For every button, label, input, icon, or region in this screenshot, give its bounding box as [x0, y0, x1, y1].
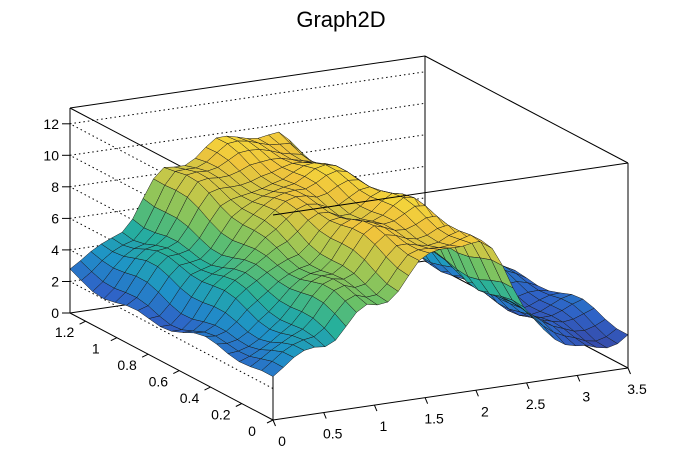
- z-tick-label: 4: [51, 242, 59, 258]
- x-tick-label: 3.5: [627, 381, 647, 397]
- z-gridline: [69, 134, 426, 188]
- y-tick-mark: [79, 320, 86, 325]
- box-edge: [69, 55, 426, 109]
- z-tick-label: 12: [43, 116, 59, 132]
- z-tick-label: 6: [51, 210, 59, 226]
- x-tick-label: 3: [582, 388, 590, 404]
- x-tick-label: 2: [481, 403, 489, 419]
- x-tick-label: 1: [380, 418, 388, 434]
- x-tick-mark: [627, 367, 631, 375]
- x-axis: 0 0.5 1 1.5 2 2.5 3 3.5: [272, 367, 647, 449]
- y-tick-label: 0.8: [117, 357, 137, 373]
- z-gridline: [69, 71, 426, 125]
- y-tick-label: 1.2: [55, 324, 75, 340]
- z-gridline: [69, 165, 426, 219]
- x-tick-label: 2.5: [526, 396, 546, 412]
- z-axis: 0 2 4 6 8 10 12: [43, 116, 70, 321]
- y-tick-mark: [141, 353, 149, 358]
- x-tick-mark: [373, 404, 378, 412]
- surface-cell: [605, 328, 629, 345]
- y-tick-mark: [235, 403, 243, 407]
- x-tick-mark: [323, 412, 327, 419]
- z-tick-label: 10: [43, 147, 59, 163]
- x-tick-label: 0: [278, 433, 286, 449]
- y-axis: 0 0.2 0.4 0.6 0.8 1 1.2: [55, 320, 274, 439]
- x-tick-label: 0.5: [323, 426, 343, 442]
- x-tick-mark: [424, 397, 429, 404]
- box-edge: [69, 312, 274, 421]
- y-tick-mark: [110, 337, 118, 342]
- chart-title: Graph2D: [296, 7, 385, 32]
- y-tick-label: 0.6: [149, 374, 169, 390]
- box-edge: [424, 55, 629, 164]
- surface-mesh: [69, 131, 629, 377]
- x-tick-mark: [272, 419, 276, 427]
- z-tick-label: 2: [51, 274, 59, 290]
- box-edge: [272, 162, 629, 216]
- y-tick-label: 1: [92, 341, 100, 357]
- y-tick-mark: [204, 386, 211, 391]
- y-tick-label: 0.4: [180, 390, 200, 406]
- y-tick-mark: [266, 419, 274, 424]
- x-tick-label: 1.5: [424, 411, 444, 427]
- y-tick-label: 0.2: [211, 407, 231, 423]
- x-tick-mark: [475, 390, 479, 397]
- z-tick-label: 0: [51, 305, 59, 321]
- z-gridline: [69, 102, 426, 156]
- y-tick-label: 0: [248, 423, 256, 439]
- box-edge: [272, 367, 629, 421]
- y-tick-mark: [173, 370, 180, 375]
- x-tick-mark: [526, 382, 530, 390]
- x-tick-mark: [576, 375, 581, 382]
- axis-box-front: [272, 55, 629, 421]
- z-tick-label: 8: [51, 179, 59, 195]
